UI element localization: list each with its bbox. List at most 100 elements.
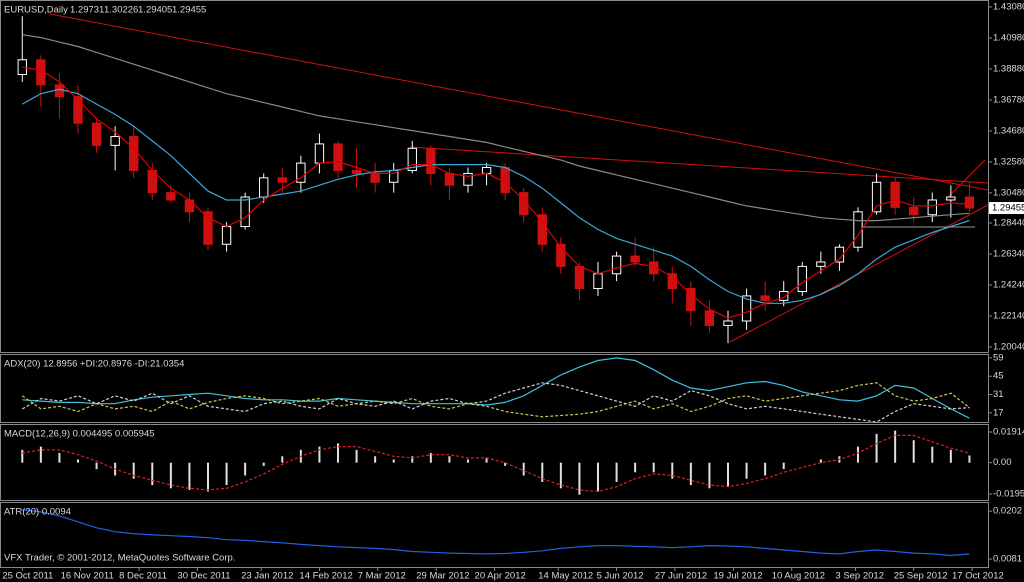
candle-body <box>481 167 492 174</box>
histogram-bar <box>615 462 618 482</box>
histogram-bar <box>281 456 284 463</box>
candle-body <box>964 196 975 209</box>
histogram-bar <box>21 449 24 463</box>
y-tick-label: 31 <box>993 389 1004 400</box>
candle-body <box>203 211 213 245</box>
histogram-bar <box>819 459 822 463</box>
x-tick-label: 16 Nov 2011 <box>61 571 114 582</box>
panel: 0.01914 0.00 -0.01955 MACD(12,26,9) 0.00449… <box>0 424 1024 501</box>
histogram-bar <box>894 430 897 463</box>
candle-body <box>54 84 65 98</box>
histogram-bar <box>318 446 321 463</box>
candle-body <box>779 290 789 301</box>
histogram-bar <box>652 462 655 473</box>
price-marker <box>989 202 1024 215</box>
candle-body <box>463 172 473 186</box>
x-tick-label: 8 Dec 2011 <box>119 571 167 582</box>
candle-body <box>166 192 176 201</box>
y-tick-label: 45 <box>993 371 1004 382</box>
histogram-bar <box>207 462 209 492</box>
histogram-bar <box>39 446 42 463</box>
histogram-bar <box>764 462 767 476</box>
x-tick-label: 25 Oct 2011 <box>2 571 53 582</box>
candle-body <box>611 255 622 275</box>
candle-body <box>593 273 603 290</box>
candle-body <box>741 295 752 322</box>
candle-body <box>444 172 455 186</box>
candle-body <box>890 181 900 208</box>
y-tick-label: 1.22140 <box>993 311 1024 322</box>
candle-body <box>370 172 380 183</box>
candle-body <box>871 181 882 213</box>
indicator-line <box>22 509 970 557</box>
trendline <box>944 159 986 201</box>
histogram-bar <box>559 462 562 489</box>
indicator-line <box>22 357 970 419</box>
candle-body <box>816 261 826 267</box>
y-tick-label: 59 <box>993 352 1004 363</box>
panel-title: MACD(12,26,9) 0.004495 0.005945 <box>4 429 155 440</box>
candle-body <box>333 143 343 171</box>
candle-body <box>129 136 139 171</box>
histogram-bar <box>337 443 339 463</box>
candle-body <box>797 265 807 292</box>
candle-body <box>184 199 195 213</box>
y-tick-label: 1.40980 <box>993 32 1024 43</box>
x-tick-label: 23 Jan 2012 <box>241 571 293 582</box>
histogram-bar <box>151 462 154 486</box>
y-tick-label: 0.00 <box>993 457 1012 468</box>
histogram-bar <box>225 462 228 486</box>
histogram-bar <box>689 462 692 486</box>
histogram-bar <box>77 459 79 463</box>
histogram-bar <box>392 459 395 463</box>
y-tick-label: 17 <box>993 407 1004 418</box>
histogram-bar <box>541 462 544 482</box>
histogram-bar <box>634 462 637 473</box>
candle-body <box>17 59 27 76</box>
histogram-bar <box>875 433 878 463</box>
y-tick-label: 1.38880 <box>993 63 1024 74</box>
y-tick-label: 1.36780 <box>993 94 1024 105</box>
panel: 0.0202 0.0081 ATR(20) 0.0094 <box>0 502 1022 568</box>
footer: VFX Trader, © 2001-2012, MetaQuotes Soft… <box>4 553 235 564</box>
candle-body <box>296 162 306 183</box>
y-tick-label: 1.34680 <box>993 125 1024 136</box>
histogram-bar <box>949 449 952 463</box>
histogram-bar <box>374 456 377 463</box>
indicator-line <box>21 382 970 418</box>
y-tick-label: 1.43080 <box>993 1 1024 12</box>
price-marker-label: 1.29455 <box>992 203 1024 214</box>
y-tick-label: 1.32580 <box>993 156 1024 167</box>
x-tick-label: 3 Sep 2012 <box>835 571 884 582</box>
histogram-bar <box>931 446 934 463</box>
x-tick-label: 27 Jun 2012 <box>655 571 707 582</box>
histogram-bar <box>708 462 711 489</box>
candle-body <box>537 214 547 245</box>
candle-body <box>519 192 529 216</box>
histogram-bar <box>671 462 674 479</box>
histogram-bar <box>188 462 191 490</box>
panel: 59 45 31 17 ADX(20) 12.8956 +DI:20.8976 -DI:… <box>0 352 1004 423</box>
candle-body <box>853 211 863 248</box>
histogram-bar <box>578 462 581 495</box>
trendline <box>409 146 989 184</box>
candle-body <box>927 199 937 216</box>
last-bar-open: 1.29731 <box>70 5 104 16</box>
x-tick-label: 29 Mar 2012 <box>416 571 469 582</box>
histogram-bar <box>597 462 599 492</box>
candle-body <box>704 310 715 326</box>
histogram-bar <box>429 453 432 463</box>
last-bar-close: 1.29455 <box>172 5 206 16</box>
candle-body <box>556 243 566 267</box>
candle-body <box>500 167 510 194</box>
histogram-bar <box>782 462 785 470</box>
histogram-bar <box>912 440 915 463</box>
trendline <box>49 13 989 191</box>
histogram-bar <box>132 462 135 479</box>
x-tick-label: 5 Jun 2012 <box>597 571 644 582</box>
x-tick-label: 7 Mar 2012 <box>358 571 406 582</box>
histogram-bar <box>95 462 98 470</box>
y-tick-label: 0.0081 <box>993 554 1022 565</box>
